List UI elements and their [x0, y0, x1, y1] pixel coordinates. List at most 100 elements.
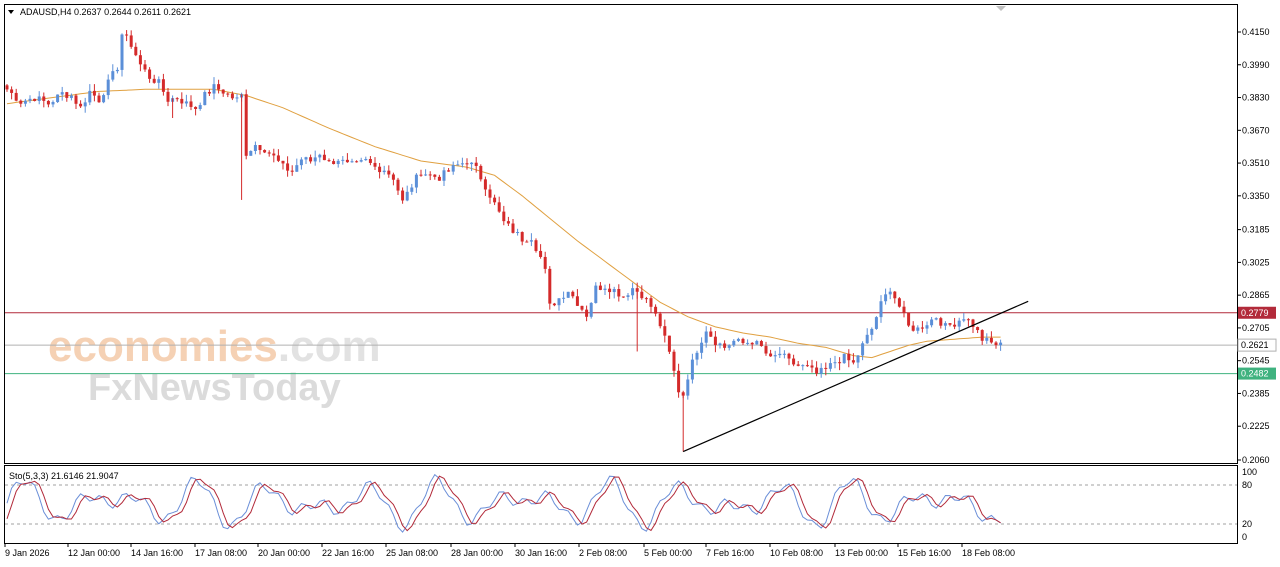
candle-body — [295, 165, 299, 172]
candle-body — [125, 34, 129, 36]
y-tick-label: 0.2865 — [1242, 290, 1270, 300]
candle-body — [359, 160, 363, 162]
current-price-tag: 0.2621 — [1241, 340, 1269, 350]
candle-body — [709, 331, 713, 337]
candle-body — [106, 79, 110, 96]
watermark-line1-b: .com — [278, 322, 381, 371]
x-tick-label: 5 Feb 00:00 — [644, 548, 692, 558]
candle-body — [327, 160, 331, 162]
candle-body — [976, 327, 980, 331]
candle-body — [580, 305, 584, 310]
current-price-tag-box — [1237, 338, 1277, 352]
candle-body — [700, 342, 704, 353]
candle-body — [847, 353, 851, 361]
x-tick-label: 14 Jan 16:00 — [131, 548, 183, 558]
y-tick-label: 0.3025 — [1242, 257, 1270, 267]
candle-body — [79, 103, 83, 107]
candle-body — [428, 174, 432, 176]
candle-body — [782, 353, 786, 355]
candle-body — [736, 338, 740, 341]
candle-body — [617, 289, 621, 297]
candle-body — [272, 153, 276, 156]
candle-body — [723, 343, 727, 348]
scroll-marker-icon[interactable] — [996, 6, 1006, 11]
candle-body — [713, 336, 717, 346]
candle-body — [966, 319, 970, 321]
stochastic-plot: 100 80 20 0 — [5, 467, 1257, 542]
candle-body — [810, 365, 814, 368]
candle-body — [677, 370, 681, 393]
candle-body — [433, 174, 437, 177]
candle-body — [654, 306, 658, 314]
candle-body — [350, 161, 354, 163]
candle-body — [718, 343, 722, 346]
candle-body — [511, 223, 515, 233]
candle-body — [235, 97, 239, 99]
header-close: 0.2621 — [164, 7, 192, 17]
collapse-triangle-icon[interactable] — [8, 10, 14, 14]
candle-body — [286, 163, 290, 171]
candle-body — [911, 325, 915, 331]
candle-body — [74, 95, 78, 104]
candles — [5, 30, 1003, 452]
candle-body — [603, 288, 607, 290]
candle-body — [930, 319, 934, 326]
candle-body — [456, 164, 460, 166]
stochastic-level-label: 20 — [1242, 519, 1252, 529]
candle-body — [690, 359, 694, 380]
candle-body — [989, 337, 993, 343]
candle-body — [704, 331, 708, 343]
candle-body — [249, 150, 253, 156]
stochastic-main-value: 21.6146 — [51, 471, 84, 481]
watermark: economies.com FxNewsToday — [48, 322, 381, 409]
candle-body — [585, 309, 589, 317]
candle-body — [520, 232, 524, 242]
candle-body — [884, 294, 888, 302]
candle-body — [313, 157, 317, 162]
candle-body — [60, 92, 64, 95]
x-tick-label: 28 Jan 00:00 — [451, 548, 503, 558]
candle-body — [741, 338, 745, 344]
candle-body — [566, 291, 570, 298]
candle-body — [396, 179, 400, 191]
watermark-line1-a: economies — [48, 322, 278, 371]
candle-body — [594, 285, 598, 303]
ascending-trendline[interactable] — [682, 300, 1029, 453]
y-tick-label: 0.2705 — [1242, 323, 1270, 333]
candle-body — [571, 291, 575, 297]
candle-body — [189, 101, 193, 107]
header-symbol: ADAUSD,H4 — [20, 7, 72, 17]
y-tick-label: 0.3830 — [1242, 93, 1270, 103]
candle-body — [851, 360, 855, 363]
candle-body — [447, 170, 451, 172]
candle-body — [56, 94, 60, 103]
candle-body — [336, 160, 340, 165]
candle-body — [157, 79, 161, 83]
candle-body — [773, 355, 777, 357]
candle-body — [649, 298, 653, 307]
candle-body — [120, 34, 124, 70]
x-tick-label: 22 Jan 16:00 — [322, 548, 374, 558]
candle-body — [994, 342, 998, 346]
candle-body — [5, 85, 9, 90]
candle-body — [341, 159, 345, 161]
candle-body — [612, 289, 616, 293]
candle-body — [801, 365, 805, 367]
candle-body — [626, 295, 630, 297]
y-tick-label: 0.3990 — [1242, 60, 1270, 70]
candle-body — [92, 90, 96, 96]
candle-body — [598, 285, 602, 290]
y-tick-label: 0.4150 — [1242, 27, 1270, 37]
candle-body — [727, 345, 731, 348]
candle-body — [631, 288, 635, 296]
candle-body — [502, 211, 506, 222]
candle-body — [203, 91, 207, 106]
candle-body — [948, 323, 952, 325]
candle-body — [88, 90, 92, 103]
trendline[interactable] — [682, 300, 1029, 453]
candle-body — [161, 79, 165, 92]
candle-body — [102, 95, 106, 103]
x-tick-label: 12 Jan 00:00 — [68, 548, 120, 558]
candle-body — [663, 326, 667, 336]
